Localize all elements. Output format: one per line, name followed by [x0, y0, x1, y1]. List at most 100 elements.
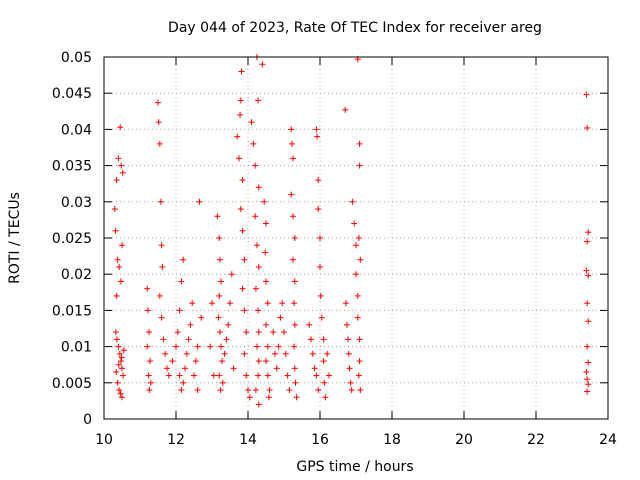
data-point — [252, 162, 259, 169]
data-point — [192, 358, 199, 365]
data-point — [241, 307, 248, 314]
data-point — [159, 263, 166, 270]
data-point — [313, 372, 320, 379]
data-point — [113, 292, 120, 299]
data-point — [114, 256, 121, 263]
data-point — [290, 213, 296, 220]
data-point — [228, 271, 235, 278]
data-point — [345, 350, 352, 357]
x-tick-label: 16 — [311, 432, 329, 448]
x-tick-label: 12 — [167, 432, 185, 448]
data-point — [584, 376, 591, 383]
data-point — [356, 336, 363, 343]
data-point — [583, 368, 590, 375]
chart-title: Day 044 of 2023, Rate Of TEC Index for r… — [168, 20, 542, 36]
data-point — [351, 220, 358, 227]
data-point — [113, 336, 120, 343]
data-point — [118, 354, 125, 361]
data-point — [353, 242, 359, 249]
data-point — [176, 372, 183, 379]
data-point — [248, 119, 255, 126]
data-point — [215, 314, 222, 321]
data-point — [342, 300, 349, 307]
data-point — [255, 401, 262, 408]
data-point — [191, 372, 197, 379]
data-point — [254, 343, 260, 350]
data-point — [291, 365, 298, 372]
data-point — [178, 278, 185, 285]
data-point — [119, 365, 125, 372]
data-point — [119, 394, 125, 401]
data-point — [314, 133, 321, 140]
data-point — [113, 368, 120, 375]
data-point — [355, 235, 362, 241]
y-tick-label: 0.05 — [61, 50, 92, 66]
data-point — [112, 329, 119, 336]
x-tick-label: 24 — [599, 432, 617, 448]
data-point — [346, 365, 353, 372]
data-point — [584, 124, 591, 131]
data-point — [178, 387, 185, 394]
data-point — [282, 350, 289, 357]
data-point — [111, 206, 118, 213]
x-tick-label: 14 — [239, 432, 257, 448]
data-point — [315, 177, 322, 184]
data-point — [353, 271, 359, 278]
data-point — [354, 314, 361, 321]
data-point — [218, 278, 224, 285]
data-point — [217, 387, 224, 394]
data-point — [182, 365, 188, 372]
data-point — [291, 300, 298, 307]
data-point — [356, 358, 363, 365]
data-point — [275, 343, 282, 350]
data-point — [117, 390, 124, 397]
grid-lines — [104, 57, 608, 419]
data-point — [216, 292, 223, 299]
data-point — [185, 336, 192, 343]
data-point — [585, 381, 592, 388]
data-point — [326, 372, 332, 379]
data-point — [234, 133, 241, 140]
data-point — [118, 162, 125, 169]
data-point — [243, 372, 250, 379]
data-point — [252, 285, 259, 292]
data-point — [120, 347, 127, 354]
data-point — [263, 321, 269, 328]
data-point — [189, 300, 196, 307]
data-point — [164, 365, 170, 372]
data-point — [286, 387, 293, 394]
data-point — [158, 314, 165, 321]
y-tick-label: 0.03 — [61, 195, 92, 211]
data-point — [585, 272, 592, 279]
data-point — [277, 314, 284, 321]
data-point — [264, 300, 271, 307]
data-point — [320, 358, 327, 365]
data-point — [317, 235, 323, 241]
data-point — [218, 343, 224, 350]
data-point — [292, 379, 299, 386]
data-point — [308, 336, 314, 343]
data-point — [583, 267, 590, 274]
data-point — [230, 365, 237, 372]
data-point — [584, 388, 591, 395]
data-point — [194, 343, 201, 350]
data-point — [585, 359, 592, 366]
data-point — [288, 191, 295, 198]
x-tick-label: 20 — [455, 432, 473, 448]
data-point — [252, 213, 259, 220]
data-point — [344, 321, 350, 328]
data-point — [255, 358, 262, 365]
data-point — [116, 350, 123, 357]
data-point — [147, 358, 154, 365]
data-point — [584, 343, 591, 350]
data-point — [290, 256, 296, 263]
data-point — [237, 206, 244, 213]
data-point — [216, 372, 223, 379]
data-point — [117, 278, 124, 285]
data-point — [223, 336, 230, 343]
x-tick-label: 10 — [95, 432, 113, 448]
data-point — [272, 350, 278, 357]
data-point — [348, 387, 355, 394]
data-point — [315, 206, 322, 213]
